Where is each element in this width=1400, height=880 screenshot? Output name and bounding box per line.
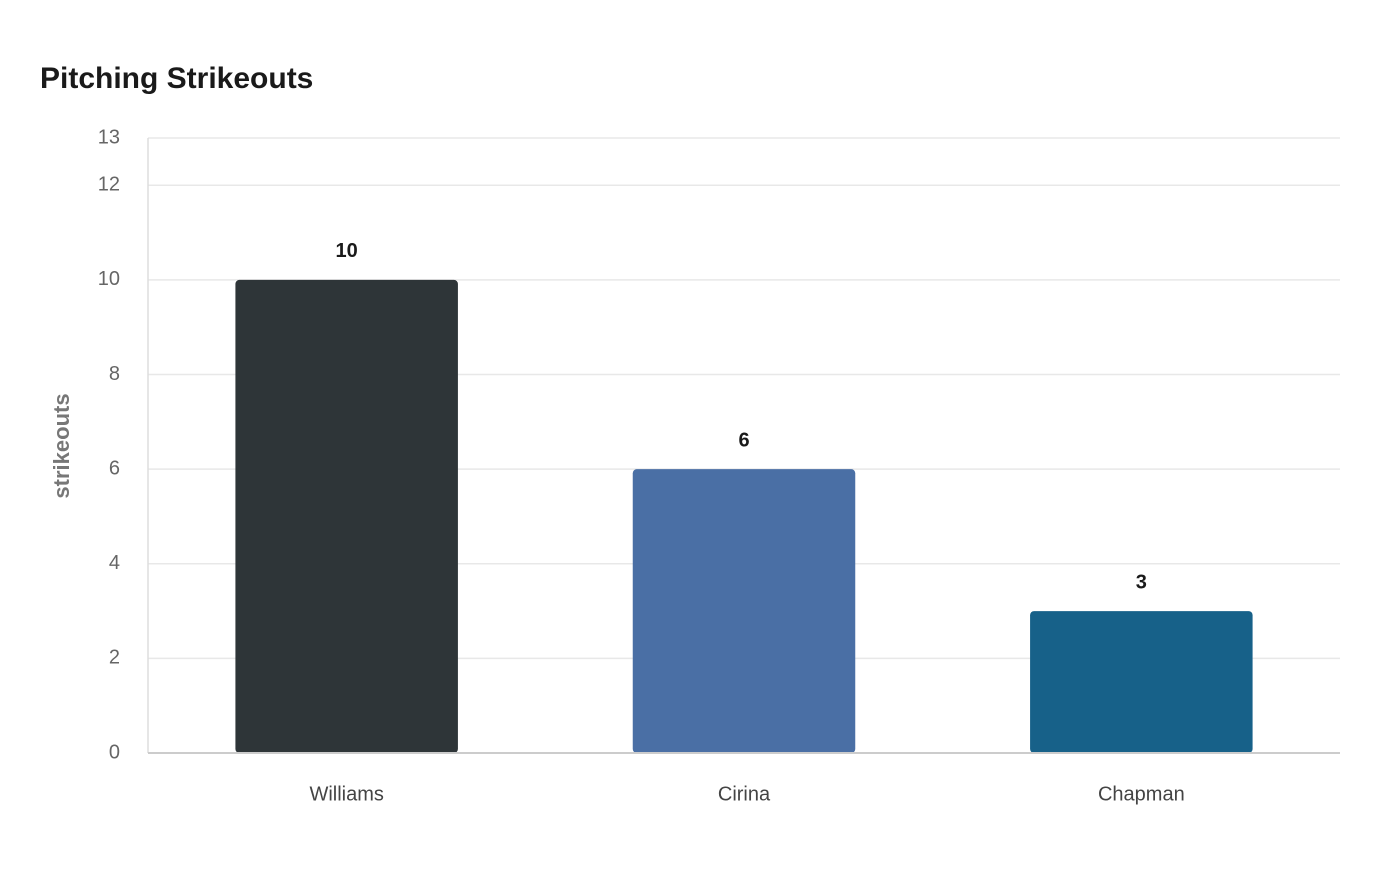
bar (632, 469, 856, 753)
data-label: 10 (336, 240, 358, 262)
y-tick-label: 10 (98, 268, 120, 290)
y-tick-label: 13 (98, 126, 120, 148)
bar (235, 279, 458, 753)
y-tick-label: 2 (109, 647, 120, 669)
x-tick-label: Williams (309, 783, 383, 805)
data-label: 3 (1136, 571, 1147, 593)
y-tick-label: 8 (109, 363, 120, 385)
x-tick-label: Chapman (1098, 783, 1185, 805)
bar (1030, 611, 1253, 753)
x-tick-label: Cirina (718, 783, 771, 805)
y-tick-label: 12 (98, 174, 120, 196)
data-label: 6 (738, 429, 749, 451)
y-axis-label: strikeouts (49, 393, 74, 498)
y-tick-label: 6 (109, 457, 120, 479)
y-tick-label: 4 (109, 552, 120, 574)
y-tick-label: 0 (109, 741, 120, 763)
chart-title: Pitching Strikeouts (40, 62, 313, 95)
